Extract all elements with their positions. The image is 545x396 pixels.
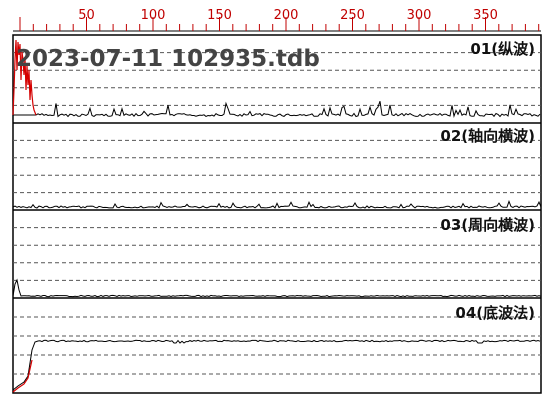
trace-ch02 <box>12 199 542 209</box>
channel-label-03: 03(周向横波) <box>440 216 535 234</box>
channel-label-01: 01(纵波) <box>470 40 535 58</box>
ruler-tick-label: 150 <box>207 8 232 23</box>
top-ruler: 50 100 150 200 250 300 350 <box>13 8 541 32</box>
ruler-tick-label: 50 <box>78 8 95 23</box>
ruler-tick-label: 250 <box>340 8 365 23</box>
channel-label-04: 04(底波法) <box>455 304 535 322</box>
waveform-traces <box>12 39 542 393</box>
channel-frames <box>12 34 542 394</box>
ruler-tick-label: 350 <box>473 8 498 23</box>
gate-pulse-ch01 <box>12 39 37 116</box>
file-name-title: 2023-07-11 102935.tdb <box>16 46 320 72</box>
ruler-tick-label: 300 <box>407 8 432 23</box>
ruler-tick-label: 200 <box>274 8 299 23</box>
channel-label-02: 02(轴向横波) <box>440 127 535 145</box>
gate-pulse-ch04 <box>12 359 33 393</box>
plot-frame <box>12 34 542 394</box>
trace-ch01 <box>13 101 541 119</box>
ruler-tick-label: 100 <box>141 8 166 23</box>
trace-ch04 <box>12 339 541 391</box>
trace-ch03 <box>12 278 542 298</box>
